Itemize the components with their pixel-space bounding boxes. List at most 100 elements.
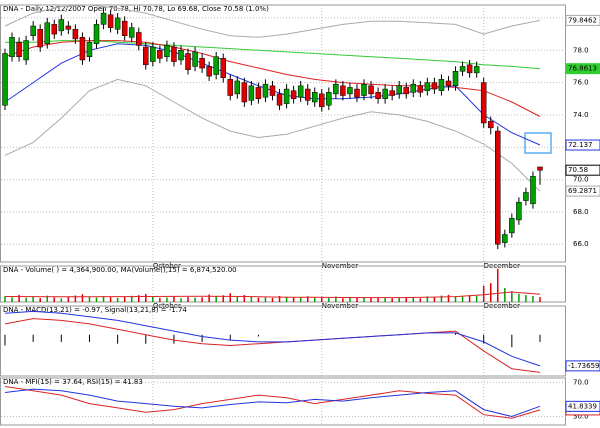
volume-bar <box>504 288 506 302</box>
candle-body <box>304 88 311 101</box>
candle-body <box>121 20 128 36</box>
candle-body <box>150 46 156 62</box>
volume-bar <box>74 295 77 302</box>
candle-body <box>114 17 121 30</box>
candle-body <box>44 22 50 45</box>
value-label: 76.8613 <box>568 65 597 73</box>
candle-body <box>326 92 332 106</box>
candle-body <box>438 79 445 91</box>
candle-body <box>192 51 198 67</box>
candle-body <box>297 85 304 98</box>
volume-bar <box>130 295 133 302</box>
candle-body <box>136 32 142 46</box>
volume-bar <box>426 296 429 302</box>
candle-body <box>128 27 135 38</box>
value-label-box <box>565 139 600 151</box>
volume-bar <box>398 297 400 302</box>
candle-body <box>276 93 283 106</box>
candle-body <box>354 88 360 98</box>
value-label: 79.8462 <box>568 16 597 24</box>
y-tick-label: 70.0 <box>573 176 589 184</box>
y-tick-label: 66.0 <box>573 240 589 248</box>
indicator-line <box>4 4 541 38</box>
indicator-line <box>4 318 541 373</box>
candle-body <box>37 28 43 48</box>
candle-body <box>480 82 487 124</box>
candle-body <box>347 87 353 95</box>
volume-bar <box>454 296 457 302</box>
volume-bar <box>187 296 189 302</box>
candle-body <box>403 87 409 95</box>
volume-bar <box>313 297 316 302</box>
volume-bar <box>299 297 302 302</box>
value-label-box <box>565 14 600 26</box>
volume-bar <box>511 291 513 302</box>
volume-bar <box>328 298 330 302</box>
candle-body <box>234 80 241 95</box>
y-tick-label: 30.0 <box>573 412 589 420</box>
panel-title: DNA - Daily 12/12/2007 Open 70.78, Hi 70… <box>3 5 269 13</box>
candle-body <box>382 88 388 99</box>
volume-bar <box>4 296 6 302</box>
volume-bar <box>482 285 485 302</box>
volume-bar <box>335 296 337 302</box>
indicator-line <box>4 386 541 419</box>
volume-bar <box>412 297 415 302</box>
volume-bar <box>391 298 393 302</box>
volume-bar <box>102 296 105 302</box>
value-label-box <box>565 400 600 412</box>
volume-bar <box>145 293 147 302</box>
candle-body <box>72 28 79 40</box>
volume-bar <box>194 297 196 302</box>
volume-bar <box>215 296 217 302</box>
y-tick-label: 68.0 <box>573 208 589 216</box>
volume-bar <box>138 295 140 302</box>
volume-bar <box>489 283 492 302</box>
volume-bar <box>123 296 126 302</box>
volume-bar <box>321 296 323 302</box>
volume-bar <box>384 297 386 302</box>
candle-body <box>375 92 381 99</box>
panel-frame <box>0 305 566 377</box>
volume-bar <box>475 295 478 302</box>
candle-body <box>185 53 191 70</box>
candle-body <box>466 64 473 74</box>
candle-body <box>396 85 402 95</box>
volume-bar <box>342 298 344 302</box>
volume-bar <box>116 297 119 302</box>
volume-bar <box>81 294 84 302</box>
volume-bar <box>152 296 154 302</box>
volume-bar <box>306 296 309 302</box>
candle-body <box>51 24 58 35</box>
candle-body <box>164 45 170 57</box>
value-label-box <box>565 63 600 75</box>
value-label-box <box>565 185 600 197</box>
candle-body <box>340 85 346 96</box>
candle-body <box>30 25 36 36</box>
candle-body <box>262 83 269 98</box>
candle-body <box>473 66 480 74</box>
candle-body <box>100 12 107 25</box>
candle-body <box>424 82 431 91</box>
volume-bar <box>180 298 182 302</box>
volume-bar <box>46 295 48 302</box>
candle-body <box>213 56 219 75</box>
candle-body <box>487 121 494 129</box>
candle-body <box>509 218 515 234</box>
volume-bar <box>166 297 168 302</box>
volume-bar <box>109 297 112 302</box>
candle-body <box>9 37 15 57</box>
candle-body <box>58 19 65 32</box>
highlight-box <box>524 132 552 154</box>
candle-body <box>206 66 212 77</box>
volume-bar <box>60 298 63 302</box>
candle-body <box>389 90 395 96</box>
volume-bar <box>468 295 471 302</box>
volume-bar <box>222 295 224 302</box>
candle-body <box>93 24 100 45</box>
candle-body <box>452 71 459 87</box>
volume-bar <box>349 297 351 302</box>
panel-title: DNA - Volume( ) = 4,364,900.00, MA(Volum… <box>3 266 237 274</box>
